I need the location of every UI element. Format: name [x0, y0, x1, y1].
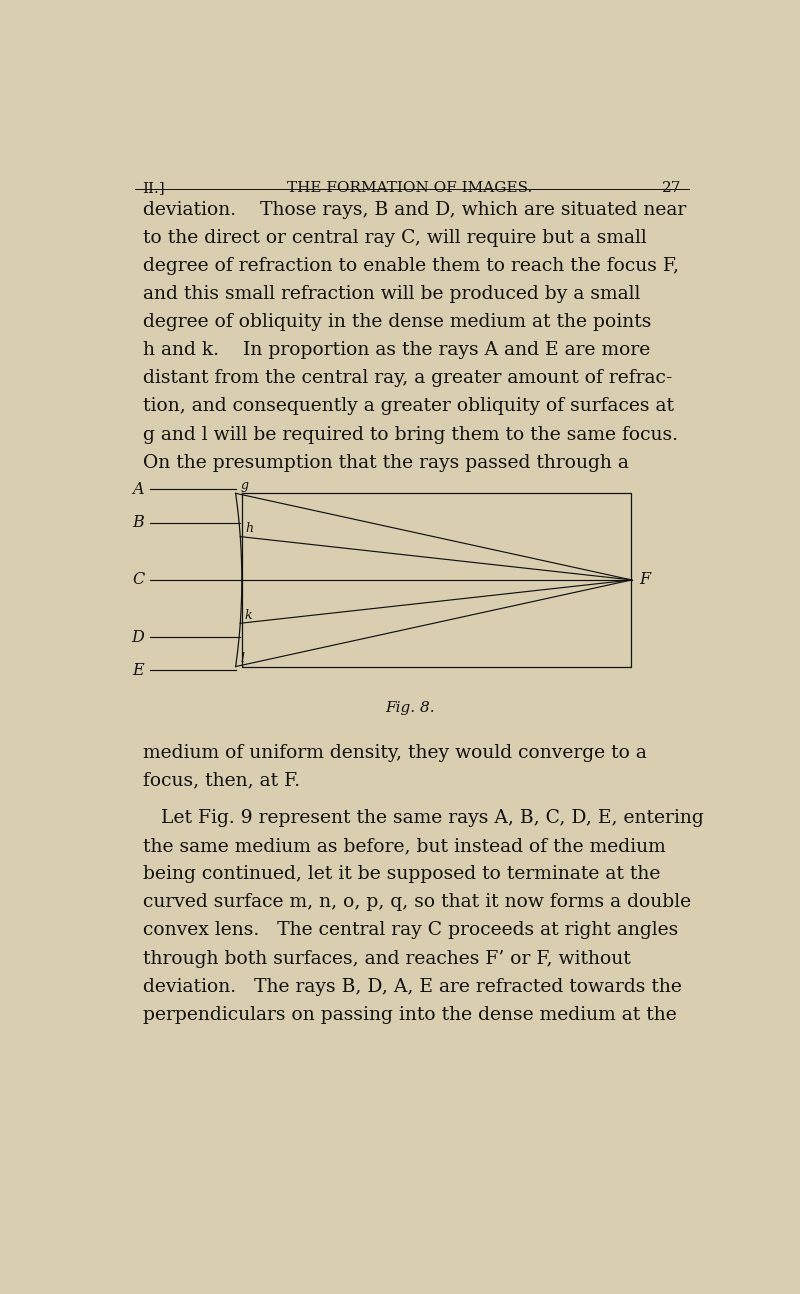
Text: C: C [132, 572, 144, 589]
Text: deviation.    Those rays, B and D, which are situated near: deviation. Those rays, B and D, which ar… [142, 201, 686, 219]
Text: being continued, let it be supposed to terminate at the: being continued, let it be supposed to t… [142, 866, 660, 884]
Text: Let Fig. 9 represent the same rays A, B, C, D, E, entering: Let Fig. 9 represent the same rays A, B,… [142, 809, 703, 827]
Text: medium of uniform density, they would converge to a: medium of uniform density, they would co… [142, 744, 646, 762]
Text: l: l [240, 652, 244, 665]
Text: deviation.   The rays B, D, A, E are refracted towards the: deviation. The rays B, D, A, E are refra… [142, 978, 682, 995]
Text: perpendiculars on passing into the dense medium at the: perpendiculars on passing into the dense… [142, 1005, 676, 1024]
Text: through both surfaces, and reaches F’ or F, without: through both surfaces, and reaches F’ or… [142, 950, 630, 968]
Text: k: k [245, 608, 253, 621]
Text: the same medium as before, but instead of the medium: the same medium as before, but instead o… [142, 837, 666, 855]
Text: Fig. 8.: Fig. 8. [385, 701, 435, 716]
Text: II.]: II.] [142, 181, 166, 195]
Text: D: D [131, 629, 144, 646]
Text: and this small refraction will be produced by a small: and this small refraction will be produc… [142, 285, 640, 303]
Text: to the direct or central ray C, will require but a small: to the direct or central ray C, will req… [142, 229, 646, 247]
Text: tion, and consequently a greater obliquity of surfaces at: tion, and consequently a greater obliqui… [142, 397, 674, 415]
Text: A: A [133, 481, 144, 498]
Text: focus, then, at F.: focus, then, at F. [142, 771, 300, 789]
Text: B: B [133, 514, 144, 531]
Text: g: g [240, 479, 248, 492]
Text: h and k.    In proportion as the rays A and E are more: h and k. In proportion as the rays A and… [142, 342, 650, 360]
Text: E: E [133, 663, 144, 679]
Text: degree of obliquity in the dense medium at the points: degree of obliquity in the dense medium … [142, 313, 651, 331]
Text: degree of refraction to enable them to reach the focus F,: degree of refraction to enable them to r… [142, 258, 678, 274]
Text: g and l will be required to bring them to the same focus.: g and l will be required to bring them t… [142, 426, 678, 444]
Text: THE FORMATION OF IMAGES.: THE FORMATION OF IMAGES. [287, 181, 533, 195]
Text: curved surface m, n, o, p, q, so that it now forms a double: curved surface m, n, o, p, q, so that it… [142, 893, 690, 911]
Text: convex lens.   The central ray C proceeds at right angles: convex lens. The central ray C proceeds … [142, 921, 678, 939]
Text: distant from the central ray, a greater amount of refrac-: distant from the central ray, a greater … [142, 369, 672, 387]
Text: h: h [245, 521, 253, 536]
Text: F: F [639, 572, 650, 589]
Text: On the presumption that the rays passed through a: On the presumption that the rays passed … [142, 454, 629, 471]
Text: 27: 27 [662, 181, 682, 195]
